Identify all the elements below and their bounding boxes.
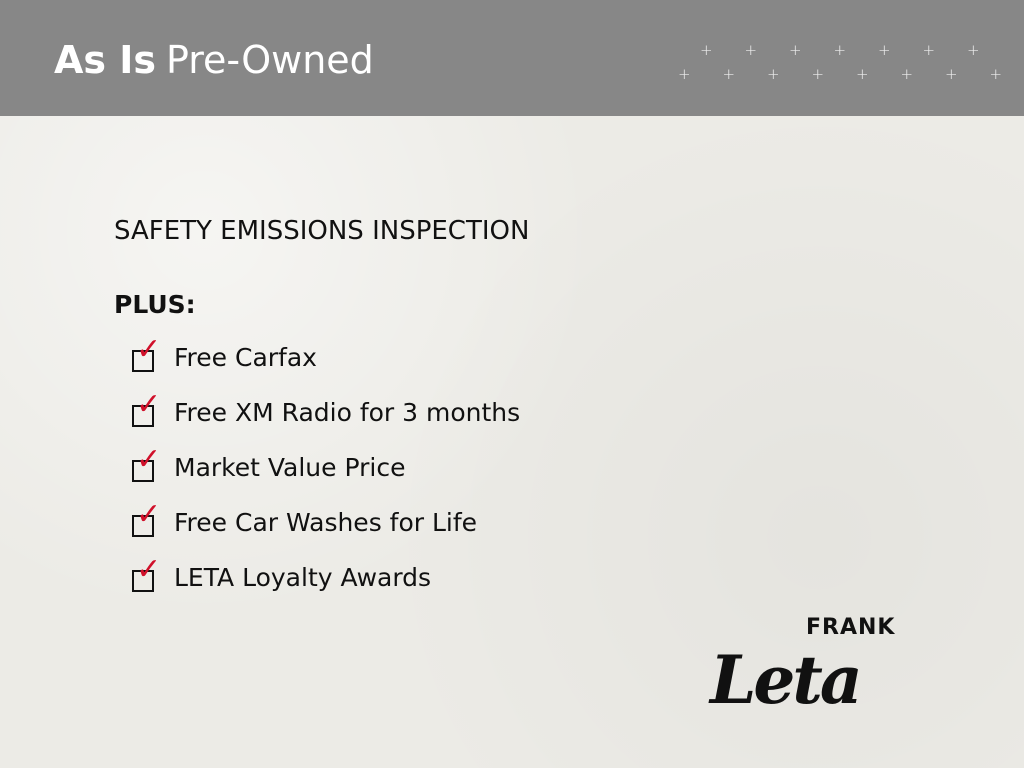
list-item: ✓ Market Value Price bbox=[132, 444, 406, 483]
checkbox-icon: ✓ bbox=[132, 389, 161, 427]
plus-mark: + bbox=[789, 41, 802, 59]
list-item: ✓ Free Carfax bbox=[132, 334, 317, 373]
plus-mark: + bbox=[811, 65, 825, 83]
plus-mark: + bbox=[700, 41, 713, 59]
plus-mark: + bbox=[833, 41, 847, 59]
checkmark-icon: ✓ bbox=[136, 442, 162, 477]
item-label: LETA Loyalty Awards bbox=[174, 563, 432, 592]
plus-mark: + bbox=[989, 65, 1003, 83]
item-label: Free Carfax bbox=[174, 343, 317, 372]
checkbox-icon: ✓ bbox=[132, 499, 161, 537]
title-bold: As Is bbox=[54, 38, 157, 82]
plus-mark: + bbox=[900, 65, 914, 83]
checkmark-icon: ✓ bbox=[136, 497, 162, 532]
plus-mark: + bbox=[856, 65, 869, 83]
list-item: ✓ Free Car Washes for Life bbox=[132, 499, 478, 538]
checkmark-icon: ✓ bbox=[136, 332, 162, 367]
item-label: Free Car Washes for Life bbox=[174, 508, 478, 537]
item-label: Free XM Radio for 3 months bbox=[174, 398, 521, 427]
logo-leta: Leta bbox=[710, 641, 863, 719]
plus-mark: + bbox=[744, 41, 758, 59]
plus-label: PLUS: bbox=[114, 290, 196, 319]
title-rest: Pre-Owned bbox=[166, 38, 374, 82]
list-item: ✓ LETA Loyalty Awards bbox=[132, 554, 432, 593]
plus-mark: + bbox=[767, 65, 780, 83]
checkmark-icon: ✓ bbox=[136, 552, 162, 587]
plus-mark: + bbox=[878, 41, 891, 59]
checkbox-icon: ✓ bbox=[132, 444, 161, 482]
checkbox-icon: ✓ bbox=[132, 334, 161, 372]
slide-title: As Is Pre-Owned bbox=[54, 38, 374, 82]
logo-frank: FRANK bbox=[806, 615, 896, 640]
plus-mark: + bbox=[967, 41, 980, 59]
checkmark-icon: ✓ bbox=[136, 387, 162, 422]
item-label: Market Value Price bbox=[174, 453, 406, 482]
plus-mark: + bbox=[678, 65, 691, 83]
plus-mark: + bbox=[922, 41, 936, 59]
list-item: ✓ Free XM Radio for 3 months bbox=[132, 389, 521, 428]
section-heading: SAFETY EMISSIONS INSPECTION bbox=[114, 216, 530, 246]
header-bar: As Is Pre-Owned + + + + + + + + + + + + + + + bbox=[0, 0, 1024, 116]
checkbox-icon: ✓ bbox=[132, 554, 161, 592]
frank-leta-logo: FRANK Leta bbox=[706, 616, 906, 720]
plus-mark: + bbox=[945, 65, 958, 83]
plus-mark: + bbox=[722, 65, 736, 83]
